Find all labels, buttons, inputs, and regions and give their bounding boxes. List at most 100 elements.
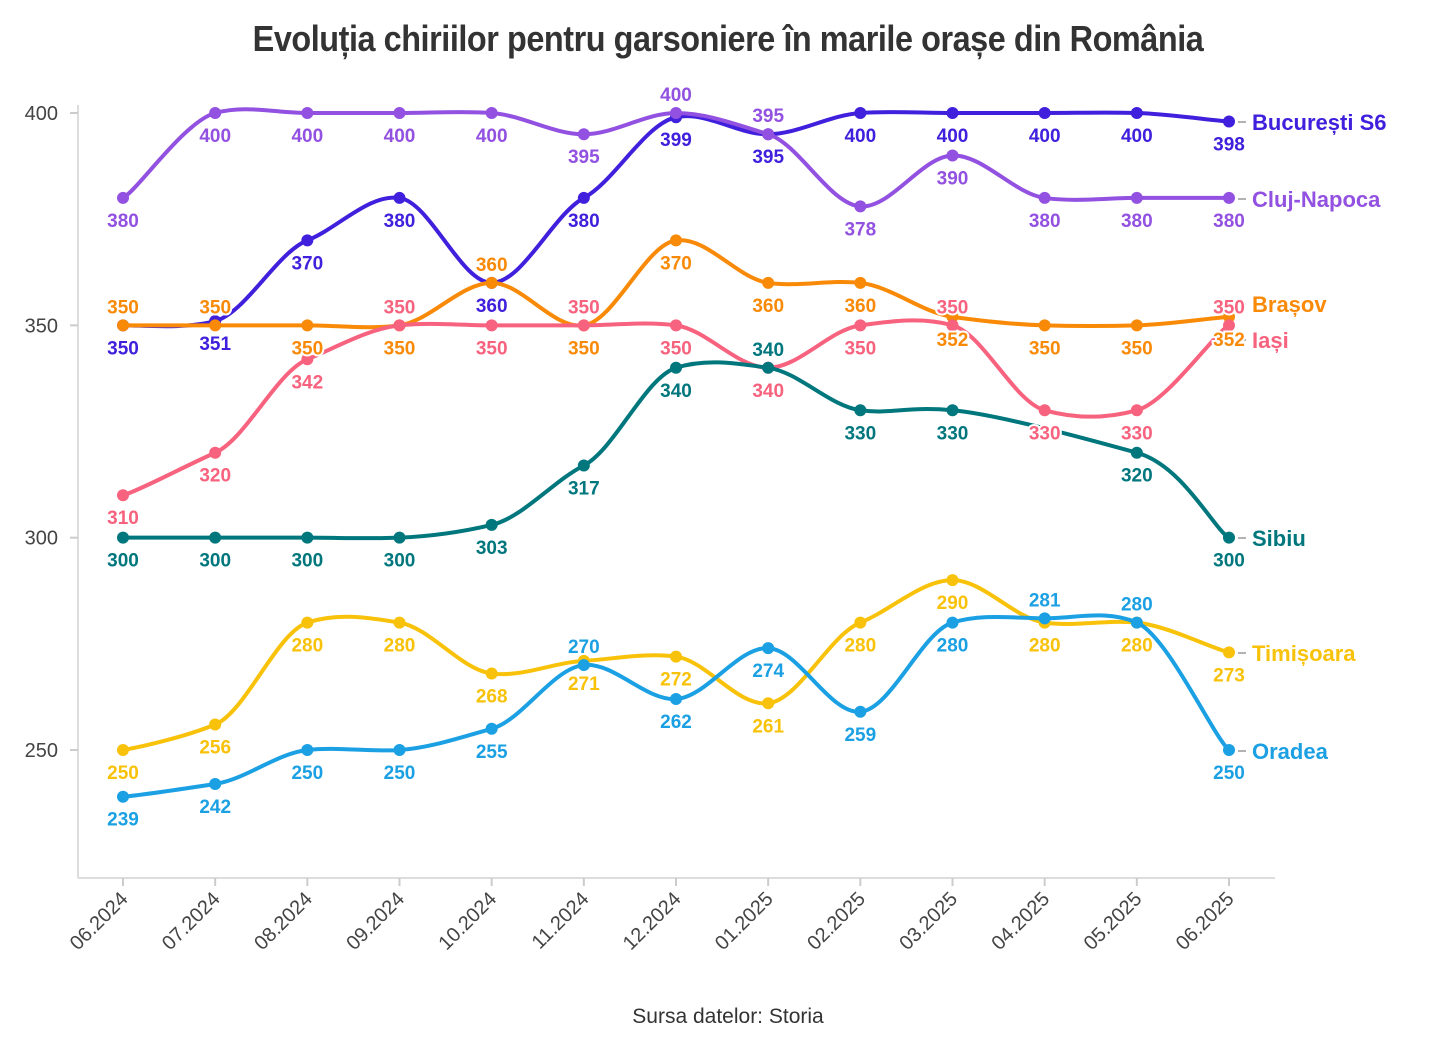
data-point-timis-oara	[946, 574, 959, 587]
data-point-cluj-napoca	[209, 107, 222, 119]
data-label-bucures-ti-s: 380	[384, 211, 416, 232]
x-tick-label: 07.2024	[158, 888, 225, 955]
data-point-ias-i	[946, 319, 959, 332]
data-label-sibiu: 303	[476, 538, 508, 559]
data-label-cluj-napoca: 380	[1213, 211, 1245, 232]
x-tick-label: 06.2024	[66, 888, 133, 955]
data-point-cluj-napoca	[762, 128, 775, 141]
data-point-timis-oara	[117, 744, 129, 756]
series-label-bras-ov: Brașov	[1252, 292, 1327, 317]
data-label-cluj-napoca: 400	[384, 126, 416, 147]
data-label-ias-i: 342	[291, 372, 323, 393]
data-point-oradea	[1130, 616, 1143, 629]
data-label-timis-oara: 256	[199, 738, 231, 759]
data-point-cluj-napoca	[1223, 191, 1235, 204]
data-label-bucures-ti-s: 370	[291, 253, 323, 274]
x-tick-label: 09.2024	[342, 888, 409, 955]
data-label-cluj-napoca: 378	[844, 219, 876, 240]
data-point-bras-ov	[209, 319, 222, 332]
data-label-oradea: 250	[1213, 763, 1245, 784]
chart-title: Evoluția chiriilor pentru garsoniere în …	[252, 18, 1204, 59]
data-point-cluj-napoca	[577, 128, 590, 141]
data-point-cluj-napoca	[854, 200, 867, 213]
data-label-cluj-napoca: 380	[1029, 211, 1061, 232]
data-label-timis-oara: 271	[568, 674, 600, 695]
data-point-bras-ov	[670, 234, 682, 247]
source-note: Sursa datelor: Storia	[632, 1005, 824, 1028]
x-tick-label: 04.2025	[988, 888, 1055, 955]
data-label-bucures-ti-s: 351	[199, 334, 231, 355]
data-point-cluj-napoca	[485, 107, 498, 119]
data-label-timis-oara: 280	[1029, 636, 1061, 657]
data-label-bucures-ti-s: 400	[1121, 126, 1153, 147]
data-point-ias-i	[485, 319, 498, 332]
data-point-bucures-ti-s	[1130, 107, 1143, 119]
x-tick-label: 06.2025	[1172, 888, 1239, 955]
x-tick-label: 03.2025	[895, 888, 962, 955]
x-tick-label: 11.2024	[528, 888, 594, 954]
data-point-bras-ov	[1038, 319, 1051, 332]
data-label-cluj-napoca: 400	[476, 126, 508, 147]
data-label-sibiu: 300	[1213, 551, 1245, 572]
series-label-cluj-napoca: Cluj-Napoca	[1252, 187, 1381, 212]
data-label-sibiu: 300	[384, 551, 416, 572]
data-point-timis-oara	[393, 616, 406, 629]
data-label-cluj-napoca: 390	[937, 168, 969, 189]
data-point-oradea	[577, 659, 590, 672]
data-label-ias-i: 350	[660, 338, 692, 359]
data-label-sibiu: 340	[752, 340, 784, 361]
data-label-sibiu: 300	[199, 551, 231, 572]
data-label-bras-ov: 370	[660, 253, 692, 274]
data-label-oradea: 280	[937, 636, 969, 657]
data-point-oradea	[670, 693, 682, 706]
data-label-timis-oara: 250	[107, 763, 139, 784]
data-point-bucures-ti-s	[301, 234, 314, 247]
data-point-oradea	[762, 642, 775, 655]
data-point-bras-ov	[1223, 310, 1235, 323]
data-point-cluj-napoca	[670, 107, 682, 119]
data-label-bucures-ti-s: 398	[1213, 134, 1245, 155]
data-label-bras-ov: 352	[937, 330, 969, 351]
data-label-bras-ov: 360	[844, 296, 876, 317]
data-label-timis-oara: 280	[291, 636, 323, 657]
x-tick-label: 12.2024	[619, 888, 686, 955]
data-label-bras-ov: 350	[291, 338, 323, 359]
x-tick-label: 08.2024	[250, 888, 317, 955]
data-label-bras-ov: 352	[1213, 330, 1245, 351]
data-point-sibiu	[117, 531, 129, 544]
data-label-oradea: 270	[568, 637, 600, 658]
data-point-timis-oara	[670, 650, 682, 663]
data-label-ias-i: 320	[199, 466, 231, 487]
data-label-timis-oara: 280	[844, 636, 876, 657]
data-label-cluj-napoca: 380	[1121, 211, 1153, 232]
data-label-oradea: 280	[1121, 595, 1153, 616]
data-point-bucures-ti-s	[854, 107, 867, 119]
data-point-oradea	[117, 790, 129, 803]
data-point-timis-oara	[485, 667, 498, 680]
data-point-oradea	[1038, 612, 1051, 625]
data-label-oradea: 259	[844, 725, 876, 746]
series-line-oradea	[121, 613, 1231, 799]
data-label-bucures-ti-s: 400	[1029, 126, 1061, 147]
y-tick-label: 350	[25, 315, 58, 337]
data-label-ias-i: 330	[1029, 423, 1061, 444]
x-tick-label: 05.2025	[1080, 888, 1147, 955]
data-label-ias-i: 350	[476, 338, 508, 359]
data-label-cluj-napoca: 400	[660, 85, 692, 106]
data-point-bras-ov	[301, 319, 314, 332]
data-label-ias-i: 350	[568, 297, 600, 318]
data-label-oradea: 262	[660, 712, 692, 733]
data-point-sibiu	[301, 531, 314, 544]
data-label-cluj-napoca: 395	[752, 106, 784, 127]
data-label-sibiu: 300	[107, 551, 139, 572]
data-label-bucures-ti-s: 360	[476, 296, 508, 317]
data-point-ias-i	[670, 319, 682, 332]
data-label-cluj-napoca: 400	[291, 126, 323, 147]
data-label-cluj-napoca: 400	[199, 126, 231, 147]
data-label-ias-i: 330	[1121, 423, 1153, 444]
y-tick-label: 300	[25, 528, 58, 550]
series-label-timis-oara: Timișoara	[1252, 641, 1356, 666]
data-point-oradea	[854, 705, 867, 718]
data-point-ias-i	[117, 489, 129, 502]
